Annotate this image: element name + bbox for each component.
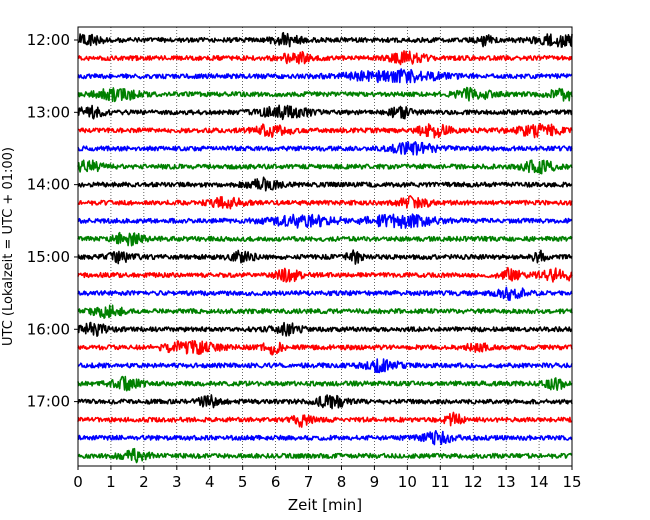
x-axis-ticks: 0 1 2 3 4 5 6 7 8 9 10 11 12 13 14 15 [73,466,582,491]
x-tick-label: 3 [172,473,182,491]
vertical-gridlines [110,27,540,466]
y-tick-label: 17:00 [27,393,70,411]
trace-16:15 [77,340,573,356]
trace-13:45 [77,159,573,175]
x-axis-label: Zeit [min] [288,496,362,514]
seismic-traces [77,31,573,464]
trace-13:00 [77,104,573,121]
trace-17:45 [77,447,573,464]
x-tick-label: 12 [464,473,483,491]
trace-16:45 [77,375,573,392]
x-tick-label: 14 [530,473,549,491]
trace-14:45 [77,231,573,247]
trace-13:15 [77,123,573,139]
trace-15:30 [77,286,573,302]
trace-17:30 [77,430,573,446]
x-tick-label: 6 [271,473,281,491]
trace-17:15 [77,411,573,428]
x-tick-label: 0 [73,473,83,491]
trace-14:00 [77,176,573,192]
trace-17:00 [77,394,573,410]
x-tick-label: 9 [370,473,380,491]
y-axis-ticks: 12:00 13:00 14:00 15:00 16:00 17:00 [27,31,78,411]
x-tick-label: 15 [562,473,581,491]
y-tick-label: 12:00 [27,31,70,49]
x-tick-label: 1 [106,473,116,491]
x-tick-label: 4 [205,473,215,491]
y-axis-label: UTC (Lokalzeit = UTC + 01:00) [1,147,16,346]
x-tick-label: 7 [304,473,314,491]
trace-15:45 [77,304,573,319]
trace-12:00 [77,31,573,48]
x-tick-label: 8 [337,473,347,491]
trace-12:45 [77,86,573,103]
y-tick-label: 15:00 [27,248,70,266]
y-tick-label: 14:00 [27,176,70,194]
trace-16:00 [77,321,573,337]
trace-16:30 [77,358,573,374]
trace-13:30 [77,141,573,156]
trace-14:30 [77,213,573,230]
x-tick-label: 13 [497,473,516,491]
trace-14:15 [77,195,573,210]
y-tick-label: 13:00 [27,103,70,121]
x-tick-label: 2 [139,473,149,491]
trace-15:00 [77,249,573,265]
x-tick-label: 11 [431,473,450,491]
x-tick-label: 5 [238,473,248,491]
trace-12:15 [77,50,573,66]
trace-12:30 [77,68,573,84]
plot-frame [77,26,573,467]
x-tick-label: 10 [398,473,417,491]
trace-15:15 [77,266,573,283]
y-tick-label: 16:00 [27,320,70,338]
